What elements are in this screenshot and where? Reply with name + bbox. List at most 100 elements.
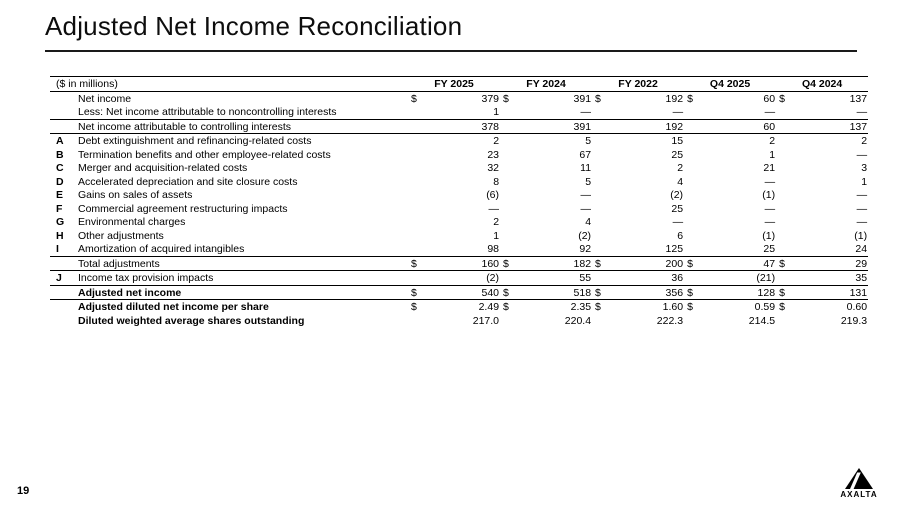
value-cell: 1 xyxy=(426,105,501,120)
dollar-sign-cell: $ xyxy=(687,92,693,105)
table-row: Adjusted net income $540 $518 $356 $128 $131 xyxy=(50,285,869,300)
dollar-sign-cell: $ xyxy=(776,285,795,300)
row-label: Less: Net income attributable to noncont… xyxy=(76,105,409,120)
value-cell: 21 xyxy=(763,162,776,174)
value-cell: 378 xyxy=(426,119,501,134)
value-cell: 1 xyxy=(493,229,500,242)
page-number: 19 xyxy=(17,485,30,497)
dollar-sign-cell xyxy=(684,314,702,328)
row-label: Debt extinguishment and refinancing-rela… xyxy=(78,135,312,147)
table-row: C Merger and acquisition-related costs 32 1… xyxy=(50,161,868,175)
dollar-sign-cell xyxy=(592,229,610,243)
value-cell: 356 xyxy=(610,285,685,300)
value-cell: 222.3 xyxy=(656,314,684,327)
value-cell: (1) xyxy=(854,229,868,242)
value-cell: — xyxy=(518,105,593,120)
row-note-letter: B xyxy=(56,148,64,161)
dollar-sign-cell: $ xyxy=(411,92,417,105)
value-cell: — xyxy=(764,202,776,215)
value-cell: — xyxy=(764,175,776,188)
value-cell: 131 xyxy=(794,285,869,300)
dollar-sign-cell: $ xyxy=(503,92,509,105)
axalta-logo-text: AXALTA xyxy=(840,490,878,499)
dollar-sign-cell xyxy=(684,175,702,189)
row-note-letter: D xyxy=(56,175,64,188)
value-cell: 1 xyxy=(861,175,868,188)
value-cell: 5 xyxy=(585,135,592,147)
value-cell: 92 xyxy=(579,243,592,255)
row-note-letter xyxy=(50,285,76,300)
value-cell: 4 xyxy=(585,216,592,228)
row-note-letter xyxy=(50,119,76,134)
table-header-row: ($ in millions) FY 2025 FY 2024 FY 2022 Q4 … xyxy=(50,76,869,92)
dollar-sign-cell: $ xyxy=(595,301,601,313)
dollar-sign-cell xyxy=(500,242,518,256)
row-label: Gains on sales of assets xyxy=(78,189,193,201)
dollar-sign-cell xyxy=(500,188,518,202)
row-label: Income tax provision impacts xyxy=(76,270,409,286)
value-cell: 160 xyxy=(426,255,501,271)
value-cell: 137 xyxy=(794,119,869,134)
dollar-sign-cell xyxy=(684,242,702,256)
dollar-sign-cell xyxy=(776,188,794,202)
dollar-sign-cell: $ xyxy=(408,255,427,271)
row-note-letter: F xyxy=(56,202,63,215)
value-cell: 11 xyxy=(580,162,592,174)
dollar-sign-cell: $ xyxy=(779,92,785,105)
column-header: Q4 2024 xyxy=(776,76,869,92)
value-cell: (1) xyxy=(762,229,776,242)
row-note-letter: G xyxy=(56,216,65,228)
value-cell: 518 xyxy=(518,285,593,300)
dollar-sign-cell xyxy=(776,202,794,216)
value-cell: 2 xyxy=(769,135,776,147)
row-label: Accelerated depreciation and site closur… xyxy=(78,175,298,188)
value-cell: 192 xyxy=(665,92,684,105)
dollar-sign-cell: $ xyxy=(592,255,611,271)
row-label: Amortization of acquired intangibles xyxy=(78,243,245,255)
dollar-sign-cell xyxy=(500,202,518,216)
value-cell: 2.49 xyxy=(478,301,500,313)
row-label: Adjusted diluted net income per share xyxy=(78,301,269,313)
dollar-sign-cell xyxy=(592,202,610,216)
axalta-logo: AXALTA xyxy=(834,468,884,499)
value-cell: 24 xyxy=(855,243,868,255)
row-label: Merger and acquisition-related costs xyxy=(78,162,248,174)
dollar-sign-cell xyxy=(408,314,426,328)
value-cell: 6 xyxy=(677,229,684,242)
row-note-letter: C xyxy=(56,162,64,174)
value-cell: (21) xyxy=(702,270,777,286)
value-cell: — xyxy=(856,202,868,215)
dollar-sign-cell xyxy=(500,148,518,162)
dollar-sign-cell xyxy=(408,188,426,202)
value-cell: — xyxy=(580,189,592,201)
dollar-sign-cell xyxy=(408,270,427,286)
value-cell: 379 xyxy=(481,92,500,105)
dollar-sign-cell xyxy=(684,270,703,286)
column-header: FY 2025 xyxy=(408,76,501,92)
value-cell: 36 xyxy=(610,270,685,286)
dollar-sign-cell xyxy=(776,161,794,175)
dollar-sign-cell xyxy=(592,105,611,120)
value-cell: 137 xyxy=(849,92,868,105)
dollar-sign-cell xyxy=(408,105,427,120)
value-cell: — xyxy=(488,202,500,215)
dollar-sign-cell: $ xyxy=(500,285,519,300)
value-cell: — xyxy=(610,105,685,120)
row-label: Commercial agreement restructuring impac… xyxy=(78,202,288,215)
value-cell: 1.60 xyxy=(662,301,684,313)
value-cell: — xyxy=(580,202,592,215)
dollar-sign-cell: $ xyxy=(503,301,509,313)
row-note-letter xyxy=(50,105,76,120)
dollar-sign-cell xyxy=(592,119,611,134)
dollar-sign-cell xyxy=(776,105,795,120)
table-row: D Accelerated depreciation and site closu… xyxy=(50,175,868,189)
dollar-sign-cell xyxy=(684,161,702,175)
dollar-sign-cell xyxy=(408,215,426,229)
dollar-sign-cell xyxy=(500,314,518,328)
dollar-sign-cell: $ xyxy=(776,255,795,271)
value-cell: 128 xyxy=(702,285,777,300)
value-cell: 200 xyxy=(610,255,685,271)
dollar-sign-cell xyxy=(500,270,519,286)
dollar-sign-cell xyxy=(592,314,610,328)
